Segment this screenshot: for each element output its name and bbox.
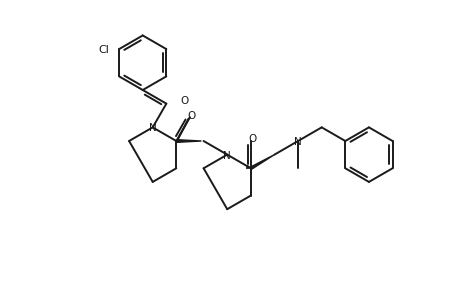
Text: O: O bbox=[247, 134, 256, 144]
Text: Cl: Cl bbox=[99, 45, 109, 55]
Text: O: O bbox=[179, 95, 188, 106]
Text: N: N bbox=[149, 123, 156, 134]
Text: N: N bbox=[223, 151, 230, 160]
Polygon shape bbox=[250, 154, 274, 169]
Text: N: N bbox=[294, 137, 301, 147]
Polygon shape bbox=[176, 140, 201, 142]
Text: O: O bbox=[187, 110, 195, 121]
